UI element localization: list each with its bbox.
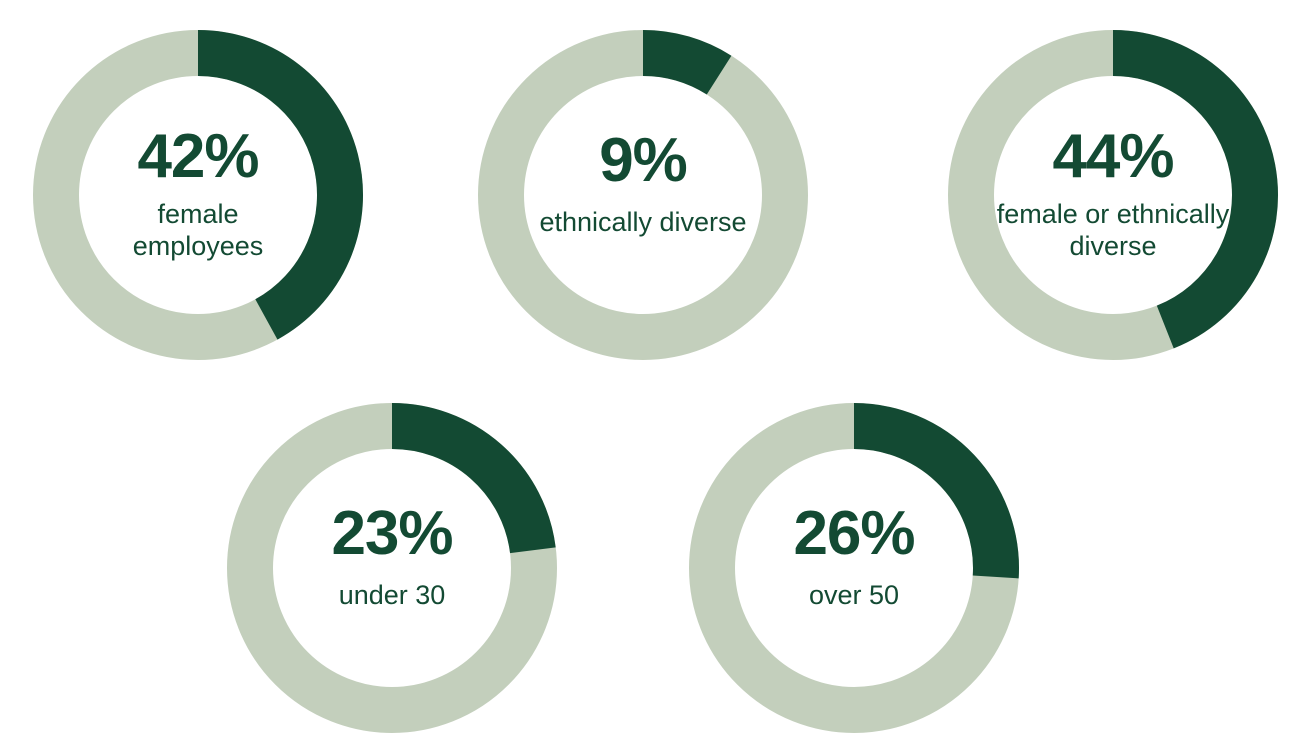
donut-caption-line: under 30 <box>339 580 446 610</box>
donut-percent-label: 23% <box>331 499 452 568</box>
donut-chart-4: 26% over 50 <box>689 403 1019 733</box>
donut-track <box>478 30 808 360</box>
donut-value-arc <box>853 403 1019 579</box>
donut-caption-line: ethnically diverse <box>539 207 746 237</box>
donut-value-arc <box>642 30 732 95</box>
donut-chart-1: 9% ethnically diverse <box>478 30 808 360</box>
donut-percent-label: 9% <box>599 126 687 195</box>
donut-percent-label: 42% <box>137 122 258 191</box>
donut-chart-3: 23% under 30 <box>227 403 557 733</box>
donut-caption-line: female or ethnically <box>997 199 1230 229</box>
donut-value-arc <box>1112 30 1278 349</box>
donut-value-arc <box>391 403 556 554</box>
donut-percent-label: 44% <box>1052 122 1173 191</box>
donut-caption-line: over 50 <box>809 580 899 610</box>
donut-percent-label: 26% <box>793 499 914 568</box>
donut-caption-line: employees <box>133 231 264 261</box>
donut-caption-line: female <box>157 199 238 229</box>
donut-caption-line: diverse <box>1069 231 1156 261</box>
donut-value-arc <box>197 30 363 340</box>
